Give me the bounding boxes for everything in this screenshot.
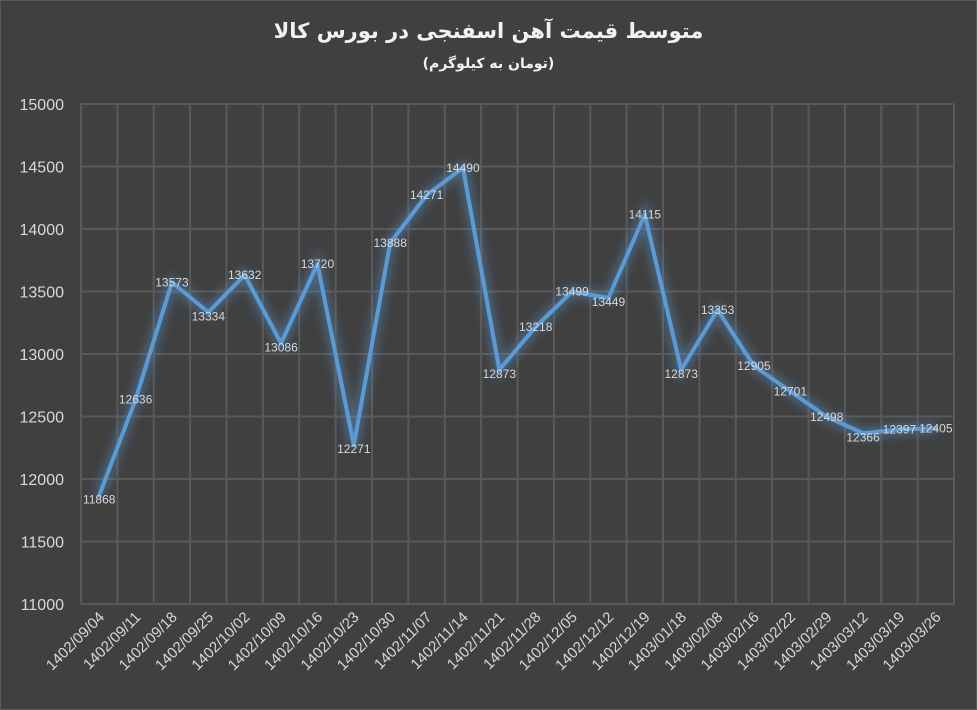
data-point: [133, 397, 138, 402]
data-label: 14271: [410, 188, 444, 202]
data-label: 13632: [228, 268, 262, 282]
data-point: [242, 273, 247, 277]
data-label: 13353: [701, 303, 735, 317]
y-tick-label: 15000: [20, 97, 65, 114]
data-label: 12905: [737, 359, 771, 373]
data-point: [351, 443, 356, 448]
data-point: [570, 289, 575, 294]
data-label: 12873: [665, 367, 699, 381]
data-label: 11868: [83, 493, 116, 507]
data-point: [169, 280, 174, 285]
data-label: 12873: [483, 367, 517, 381]
data-point: [279, 341, 284, 346]
data-point: [206, 310, 211, 315]
data-label: 13573: [155, 275, 189, 289]
y-tick-label: 11000: [21, 597, 64, 614]
data-label: 13720: [301, 257, 335, 271]
data-point: [642, 212, 647, 217]
chart-title: متوسط قیمت آهن اسفنجی در بورس کالا: [273, 19, 704, 43]
data-point: [824, 414, 829, 419]
data-label: 12498: [810, 410, 844, 424]
data-point: [424, 193, 429, 198]
y-tick-label: 14500: [20, 160, 65, 177]
data-label: 12271: [337, 442, 371, 456]
data-point: [315, 262, 320, 266]
data-point: [861, 431, 866, 436]
y-tick-label: 11500: [21, 535, 64, 552]
data-label: 13888: [374, 236, 408, 250]
data-point: [715, 307, 720, 312]
data-label: 14490: [446, 161, 480, 175]
data-label: 12405: [919, 421, 953, 435]
data-label: 13499: [555, 285, 589, 299]
data-label: 13086: [264, 340, 298, 354]
data-point: [751, 363, 756, 368]
data-point: [933, 426, 938, 431]
data-label: 12366: [846, 430, 880, 444]
data-point: [460, 165, 465, 170]
y-tick-label: 13500: [20, 285, 65, 302]
data-point: [897, 427, 902, 432]
data-point: [788, 389, 793, 394]
data-label: 12701: [774, 384, 808, 398]
y-tick-label: 12500: [20, 410, 65, 427]
data-point: [388, 241, 393, 245]
y-tick-label: 13000: [20, 347, 65, 364]
data-point: [606, 295, 611, 300]
y-tick-label: 12000: [20, 472, 65, 489]
data-label: 13449: [592, 295, 626, 309]
y-tick-label: 14000: [20, 222, 65, 239]
series-line: [97, 165, 936, 497]
data-point: [497, 367, 502, 372]
data-label: 12636: [119, 393, 153, 407]
data-label: 13334: [192, 309, 226, 323]
data-point: [97, 493, 102, 498]
data-point: [533, 324, 538, 329]
data-label: 13218: [519, 320, 553, 334]
chart-subtitle: (تومان به کیلوگرم): [422, 56, 555, 72]
data-point: [679, 367, 684, 372]
data-label: 14115: [629, 208, 662, 222]
data-label: 12397: [883, 422, 917, 436]
